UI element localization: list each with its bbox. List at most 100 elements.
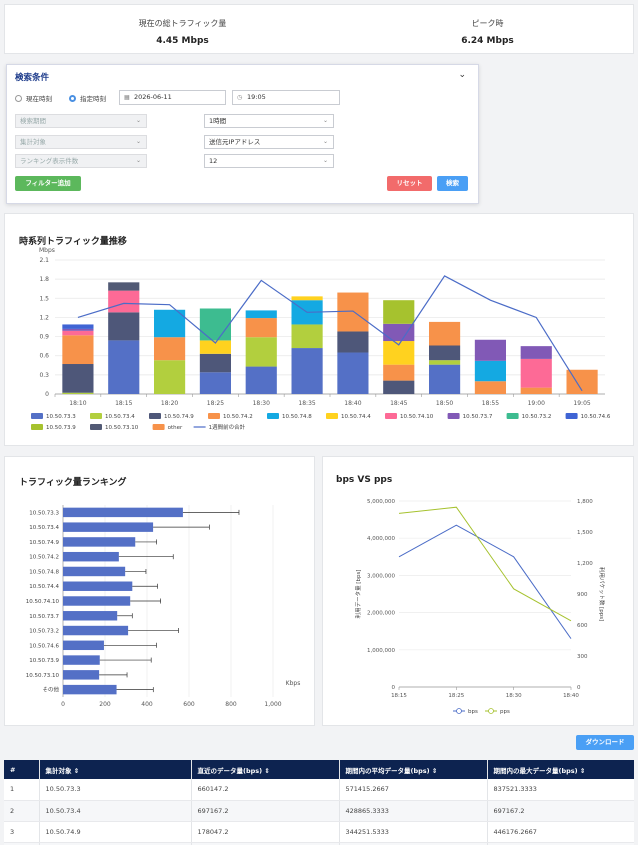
sort-icon[interactable]: ⇕ [431,766,438,775]
legend-swatch [90,424,102,430]
x-tick-label: 1,000 [264,701,281,708]
bar-segment [383,380,415,394]
download-button[interactable]: ダウンロード [576,735,634,750]
bar-segment [154,337,186,361]
y-category-label: 10.50.73.3 [29,510,59,516]
ranking-bar [63,684,117,695]
y-tick-label: 2.1 [39,257,49,264]
col-target-header[interactable]: 集計対象 ⇕ [38,760,191,779]
y-category-label: 10.50.73.7 [29,614,59,620]
table-row[interactable] [4,842,634,845]
period-label-field: 検索期間 ⌄ [15,114,147,128]
legend-swatch [149,413,161,419]
y-category-label: 10.50.74.10 [26,599,60,605]
ranking-bar [63,611,118,621]
cell-recent [190,842,339,845]
bar-segment [199,353,231,373]
cell-average [338,842,487,845]
count-select[interactable]: 12 ⌄ [204,154,334,168]
col-max-label: 期間内の最大データ量(bps) [493,766,578,775]
chevron-down-icon: ⌄ [322,138,328,145]
table-row[interactable]: 3 10.50.74.9 178047.2 344251.5333 446176… [4,821,634,843]
legend-swatch [267,413,279,419]
legend-label: 10.50.73.9 [46,425,76,431]
radio-now-circle[interactable] [15,94,22,102]
cell-max: 697167.2 [486,800,634,822]
cell-average: 344251.5333 [338,821,487,843]
current-traffic-value: 4.45 Mbps [156,36,209,46]
legend-swatch [326,413,338,419]
col-max-header[interactable]: 期間内の最大データ量(bps) ⇕ [486,760,634,779]
legend-label: other [168,425,183,431]
y-tick-label: 0.3 [39,372,49,379]
y-tick-label: 1.8 [39,276,49,283]
chevron-down-icon: ⌄ [135,117,141,124]
radio-now[interactable]: 現在時刻 [15,93,52,103]
bar-segment [291,296,323,301]
sort-icon[interactable]: ⇕ [579,766,586,775]
sort-icon[interactable]: ⇕ [73,766,80,775]
cell-max [486,842,634,845]
ranking-bar [63,640,104,651]
x-tick-label: 18:25 [448,693,464,699]
sort-icon[interactable]: ⇕ [264,766,270,775]
x-tick-label: 18:35 [298,400,315,407]
bar-segment [429,360,461,365]
x-tick-label: 18:15 [391,693,407,699]
legend-swatch [565,413,578,419]
peak-traffic-value: 6.24 Mbps [461,36,514,46]
date-value: 2026-06-11 [134,93,172,101]
collapse-chevron-icon[interactable]: ⌄ [458,70,466,80]
col-index-header[interactable]: # [4,760,39,779]
col-average-header[interactable]: 期間内の平均データ量(bps) ⇕ [338,760,487,779]
table-row[interactable]: 2 10.50.73.4 697167.2 428865.3333 697167… [4,800,634,822]
legend-swatch [208,413,220,419]
time-input[interactable]: ◷ 19:05 [232,90,340,105]
radio-specified-label: 指定時刻 [80,95,106,103]
bar-segment [337,331,369,353]
x-tick-label: 18:15 [115,400,132,407]
cell-average: 571415.2667 [338,779,487,801]
ranking-table: # 集計対象 ⇕ 直近のデータ量(bps) ⇕ 期間内の平均データ量(bps) … [4,760,634,845]
chevron-down-icon: ⌄ [322,157,328,164]
target-select[interactable]: 送信元IPアドレス ⌄ [204,135,334,149]
count-value: 12 [209,157,218,165]
ranking-bar [63,507,183,518]
radio-specified[interactable]: 指定時刻 [69,93,106,103]
x-tick-label: 18:40 [563,693,579,699]
bar-segment [337,352,369,394]
bar-segment [108,290,140,313]
legend-label: 10.50.73.7 [463,414,493,420]
bar-segment [429,364,461,394]
x-tick-label: 600 [183,701,195,708]
col-recent-header[interactable]: 直近のデータ量(bps) ⇕ [190,760,339,779]
bar-segment [62,364,94,393]
cell-index [4,842,39,845]
ranking-bar [63,625,129,636]
legend-swatch [447,413,460,419]
reset-button[interactable]: リセット [387,176,432,191]
bar-segment [383,364,415,381]
search-button[interactable]: 検索 [437,176,468,191]
cell-index: 3 [4,821,39,843]
bar-segment [245,318,277,338]
add-filter-button[interactable]: フィルター追加 [15,176,81,191]
date-input[interactable]: ▦ 2026-06-11 [119,90,226,105]
cell-recent: 697167.2 [190,800,339,822]
radio-specified-circle[interactable] [69,94,76,102]
legend-label: 1週間前の合計 [209,423,246,431]
bar-segment [337,292,369,332]
y-tick-label: 1.2 [39,314,49,321]
legend-label: 10.50.74.6 [581,414,611,420]
y-tick-label: 0 [45,391,49,398]
ranking-bar [63,566,126,577]
period-select[interactable]: 1時間 ⌄ [204,114,334,128]
x-tick-label: 18:45 [390,400,407,407]
ranking-chart: 0 200 400 600 800 1,000 Kbps 10.50.73.3 10.50.73… [26,505,300,708]
table-row[interactable]: 1 10.50.73.3 660147.2 571415.2667 837521… [4,779,634,801]
legend-marker [456,708,462,714]
y-category-label: 10.50.73.2 [29,629,59,635]
target-value: 送信元IPアドレス [209,138,261,146]
y-category-label: 10.50.74.6 [29,643,59,649]
bar-segment [108,340,140,394]
